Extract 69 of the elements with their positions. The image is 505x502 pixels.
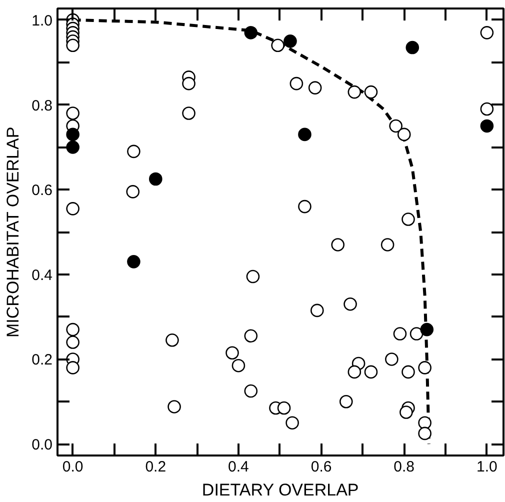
point [480,102,494,116]
point [418,361,432,374]
point [480,26,494,40]
point [348,85,362,99]
point [393,327,407,340]
point [339,395,353,408]
y-tick-label: 0.2 [32,352,53,369]
point [148,172,162,186]
point [344,297,357,311]
point [66,336,80,349]
point [168,400,181,414]
point [389,119,402,133]
point [397,128,411,142]
point [418,426,432,440]
point [380,238,394,252]
point [127,144,140,158]
y-tick-label: 1.0 [32,12,53,30]
x-tick-label: 1.0 [476,458,498,476]
point [308,81,322,94]
point [348,365,362,379]
point [480,119,494,133]
point [244,26,258,40]
point [385,352,398,366]
point [66,128,80,142]
point [364,85,378,99]
point [286,416,299,430]
x-tick-label: 0.8 [394,458,415,476]
point [66,322,80,336]
point [126,185,140,198]
point [166,334,179,347]
point [66,140,80,154]
point [284,34,297,48]
point [182,106,196,120]
point [400,406,413,419]
point [66,38,80,52]
y-tick-label: 0.0 [32,436,53,454]
x-axis-title: DIETARY OVERLAP [202,480,359,500]
point [244,329,258,343]
point [410,327,424,340]
y-axis-title: MICROHABITAT OVERLAP [4,126,23,338]
point [127,255,140,268]
point [331,238,345,252]
point [226,346,239,360]
point [182,76,196,90]
point [298,200,312,214]
y-tick-label: 0.4 [32,266,53,284]
point [364,365,378,379]
point [298,128,312,142]
point [310,304,324,318]
x-tick-label: 0.0 [62,458,84,476]
y-tick-label: 0.8 [32,97,53,114]
point [66,106,80,120]
point [244,384,258,398]
point [232,358,246,372]
x-tick-label: 0.2 [145,458,166,476]
point [277,401,291,415]
point [271,38,284,52]
point [406,40,420,54]
point [402,365,415,379]
point [246,270,260,284]
point [402,212,415,226]
x-tick-label: 0.6 [310,458,332,476]
x-tick-label: 0.4 [228,458,249,476]
point [418,416,432,430]
point [290,76,304,90]
point [420,322,434,336]
point [66,361,80,374]
y-tick-label: 0.6 [32,182,53,200]
point [66,202,80,216]
